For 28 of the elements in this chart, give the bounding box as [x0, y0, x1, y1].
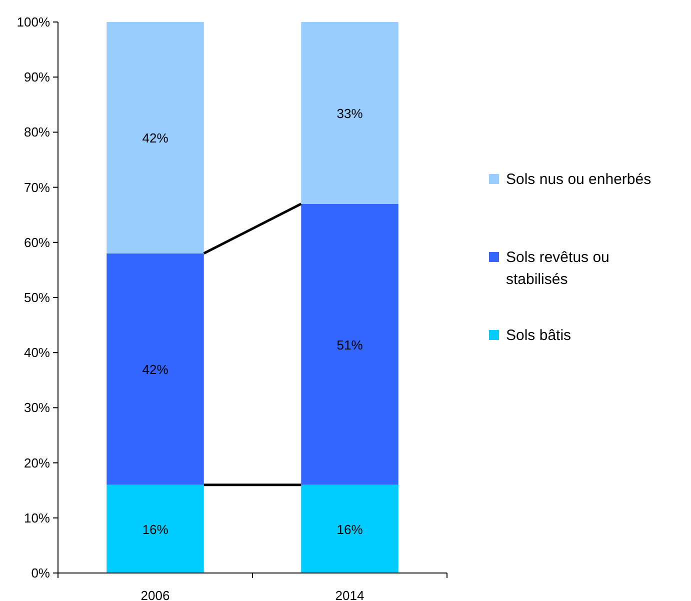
y-tick-label: 90%	[24, 70, 50, 85]
y-tick-label: 40%	[24, 345, 50, 360]
y-tick-label: 70%	[24, 180, 50, 195]
legend-label: Sols bâtis	[506, 327, 572, 344]
data-label: 16%	[142, 522, 169, 537]
y-tick-label: 0%	[31, 566, 50, 580]
y-tick-label: 50%	[24, 290, 50, 305]
data-label: 33%	[336, 106, 364, 121]
bar	[301, 204, 398, 485]
y-tick-label: 20%	[24, 455, 50, 470]
y-tick-label: 80%	[24, 124, 50, 140]
x-tick-label: 2006	[140, 588, 170, 601]
data-label: 42%	[142, 130, 169, 146]
bar	[106, 484, 204, 573]
bar	[106, 22, 204, 254]
y-tick-label: 100%	[16, 14, 50, 30]
legend-label: Sols nus ou enherbés	[506, 171, 652, 188]
data-label: 42%	[142, 362, 169, 378]
bar	[106, 253, 204, 485]
legend-label: Sols revêtus ou stabilisés	[506, 249, 610, 288]
y-tick-label: 60%	[24, 234, 50, 250]
data-label: 51%	[336, 337, 364, 352]
data-label: 16%	[336, 522, 364, 537]
bar	[301, 22, 398, 204]
y-tick-label: 30%	[24, 400, 50, 416]
bar	[301, 484, 398, 573]
x-tick-label: 2014	[335, 588, 364, 601]
y-tick-label: 10%	[24, 510, 50, 526]
